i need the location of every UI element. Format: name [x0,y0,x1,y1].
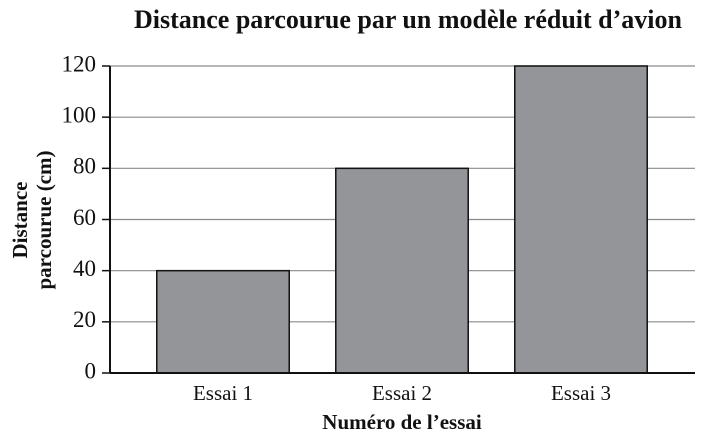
y-tick-label: 0 [85,358,97,383]
y-axis-label-line: parcourue (cm) [32,151,56,290]
x-tick-label: Essai 2 [372,381,432,405]
chart-title: Distance parcourue par un modèle réduit … [134,5,682,34]
x-axis-label: Numéro de l’essai [322,410,482,434]
y-tick-label: 40 [73,256,96,281]
bar [156,269,290,374]
x-tick-label: Essai 3 [551,381,611,405]
y-axis-label-line: Distance [8,182,32,259]
bar [514,65,648,374]
x-tick-label: Essai 1 [193,381,253,405]
y-tick-label: 120 [62,51,97,76]
y-axis-label: Distance parcourue (cm) [8,151,56,290]
y-tick-label: 80 [73,154,96,179]
y-tick-label: 100 [62,102,97,127]
y-tick-label: 20 [73,307,96,332]
y-tick-label: 60 [73,205,96,230]
bar [335,167,469,374]
